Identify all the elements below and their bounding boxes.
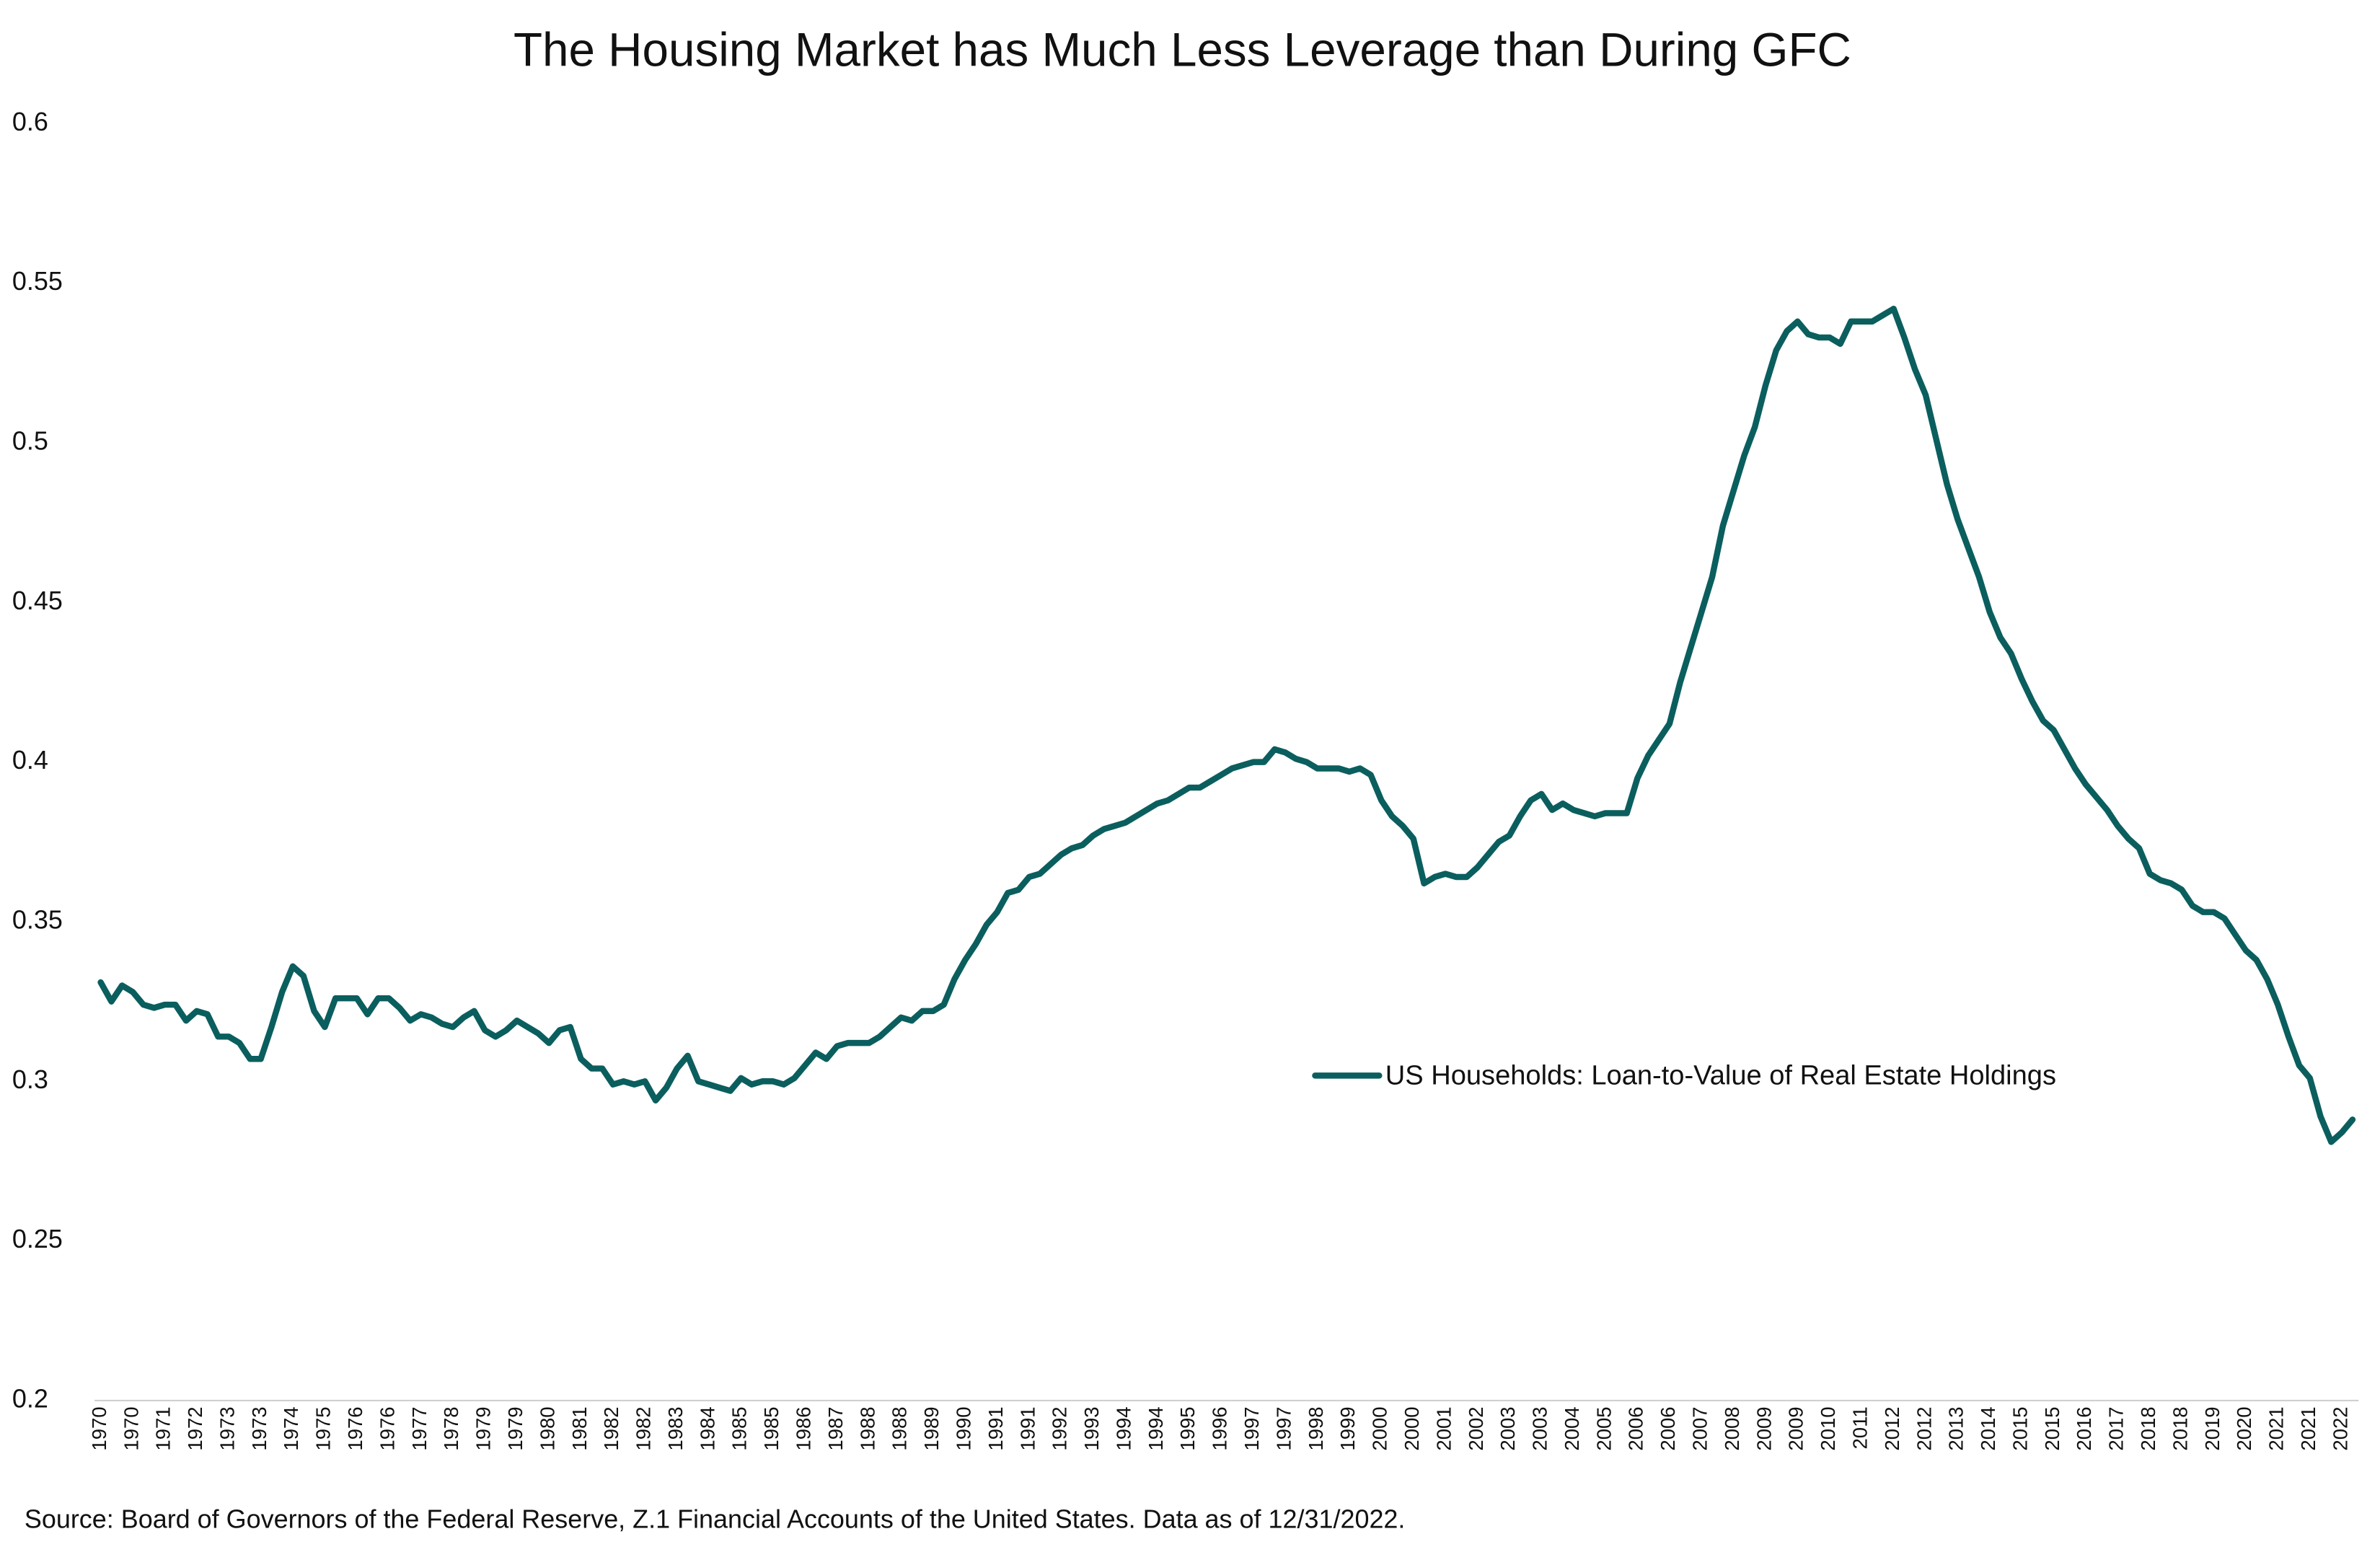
- x-tick-label: 2022: [2329, 1406, 2351, 1450]
- x-tick-label: 1979: [504, 1406, 526, 1450]
- y-tick-label: 0.4: [12, 745, 48, 775]
- x-tick-label: 2020: [2233, 1406, 2255, 1450]
- x-tick-label: 2004: [1561, 1406, 1583, 1450]
- x-tick-label: 1976: [376, 1406, 398, 1450]
- x-tick-label: 1997: [1272, 1406, 1295, 1450]
- x-tick-label: 1982: [600, 1406, 622, 1450]
- x-tick-label: 1972: [184, 1406, 206, 1450]
- x-tick-label: 1986: [793, 1406, 815, 1450]
- x-tick-label: 2016: [2073, 1406, 2095, 1450]
- x-tick-label: 2009: [1753, 1406, 1775, 1450]
- x-tick-label: 2006: [1657, 1406, 1679, 1450]
- x-tick-label: 1970: [120, 1406, 142, 1450]
- x-tick-label: 2015: [2041, 1406, 2063, 1450]
- chart-title: The Housing Market has Much Less Leverag…: [514, 23, 1851, 76]
- x-tick-label: 1988: [889, 1406, 911, 1450]
- y-tick-label: 0.25: [12, 1224, 63, 1253]
- x-tick-label: 1994: [1145, 1406, 1167, 1450]
- x-tick-label: 1971: [152, 1406, 175, 1450]
- x-tick-label: 2019: [2201, 1406, 2223, 1450]
- x-tick-label: 2015: [2009, 1406, 2031, 1450]
- x-tick-label: 2018: [2137, 1406, 2159, 1450]
- y-tick-label: 0.6: [12, 107, 48, 136]
- x-tick-label: 1992: [1049, 1406, 1071, 1450]
- y-tick-label: 0.5: [12, 426, 48, 455]
- x-tick-label: 2003: [1529, 1406, 1551, 1450]
- x-tick-label: 2014: [1977, 1406, 1999, 1450]
- x-tick-label: 2013: [1945, 1406, 1967, 1450]
- source-note: Source: Board of Governors of the Federa…: [25, 1504, 1406, 1534]
- x-tick-label: 2003: [1497, 1406, 1519, 1450]
- y-tick-label: 0.55: [12, 266, 63, 296]
- legend-label: US Households: Loan-to-Value of Real Est…: [1385, 1061, 2056, 1091]
- x-tick-label: 2000: [1401, 1406, 1423, 1450]
- x-tick-label: 1981: [568, 1406, 591, 1450]
- x-tick-label: 1994: [1112, 1406, 1134, 1450]
- y-tick-label: 0.2: [12, 1383, 48, 1413]
- x-tick-label: 1991: [1016, 1406, 1039, 1450]
- x-tick-label: 2001: [1432, 1406, 1455, 1450]
- x-tick-label: 1990: [952, 1406, 974, 1450]
- x-tick-label: 2007: [1689, 1406, 1711, 1450]
- x-tick-label: 1976: [344, 1406, 366, 1450]
- x-tick-label: 2009: [1785, 1406, 1807, 1450]
- x-tick-label: 1998: [1305, 1406, 1327, 1450]
- y-tick-label: 0.35: [12, 904, 63, 934]
- x-tick-label: 2005: [1592, 1406, 1615, 1450]
- x-tick-label: 1991: [984, 1406, 1007, 1450]
- x-tick-label: 2006: [1625, 1406, 1647, 1450]
- x-tick-label: 2012: [1913, 1406, 1935, 1450]
- x-tick-label: 1983: [664, 1406, 687, 1450]
- x-tick-label: 1999: [1336, 1406, 1359, 1450]
- y-tick-label: 0.45: [12, 586, 63, 615]
- x-tick-label: 1979: [472, 1406, 495, 1450]
- x-tick-label: 1973: [216, 1406, 238, 1450]
- y-tick-label: 0.3: [12, 1065, 48, 1094]
- x-tick-label: 1985: [728, 1406, 751, 1450]
- x-tick-label: 2017: [2105, 1406, 2128, 1450]
- line-series: [97, 305, 2356, 1145]
- x-tick-label: 1987: [824, 1406, 847, 1450]
- x-tick-label: 1995: [1176, 1406, 1199, 1450]
- x-tick-label: 2010: [1817, 1406, 1839, 1450]
- x-tick-label: 1974: [280, 1406, 302, 1450]
- x-tick-label: 1975: [312, 1406, 335, 1450]
- x-tick-label: 1997: [1240, 1406, 1263, 1450]
- x-tick-label: 2008: [1721, 1406, 1743, 1450]
- x-tick-label: 1993: [1080, 1406, 1103, 1450]
- x-tick-label: 1970: [88, 1406, 110, 1450]
- x-tick-label: 1977: [408, 1406, 431, 1450]
- x-tick-label: 1996: [1209, 1406, 1231, 1450]
- x-tick-label: 1989: [920, 1406, 943, 1450]
- x-tick-label: 1988: [856, 1406, 878, 1450]
- x-tick-label: 1984: [696, 1406, 718, 1450]
- x-tick-label: 1978: [440, 1406, 462, 1450]
- x-tick-label: 2002: [1465, 1406, 1487, 1450]
- x-tick-label: 2021: [2297, 1406, 2319, 1450]
- x-tick-label: 2011: [1848, 1406, 1871, 1449]
- x-tick-label: 2000: [1369, 1406, 1391, 1450]
- x-tick-label: 2021: [2265, 1406, 2288, 1450]
- x-tick-label: 2018: [2169, 1406, 2191, 1450]
- x-tick-label: 1985: [760, 1406, 783, 1450]
- x-tick-label: 1982: [633, 1406, 655, 1450]
- x-tick-label: 1973: [248, 1406, 270, 1450]
- x-tick-label: 1980: [536, 1406, 558, 1450]
- x-tick-label: 2012: [1881, 1406, 1903, 1450]
